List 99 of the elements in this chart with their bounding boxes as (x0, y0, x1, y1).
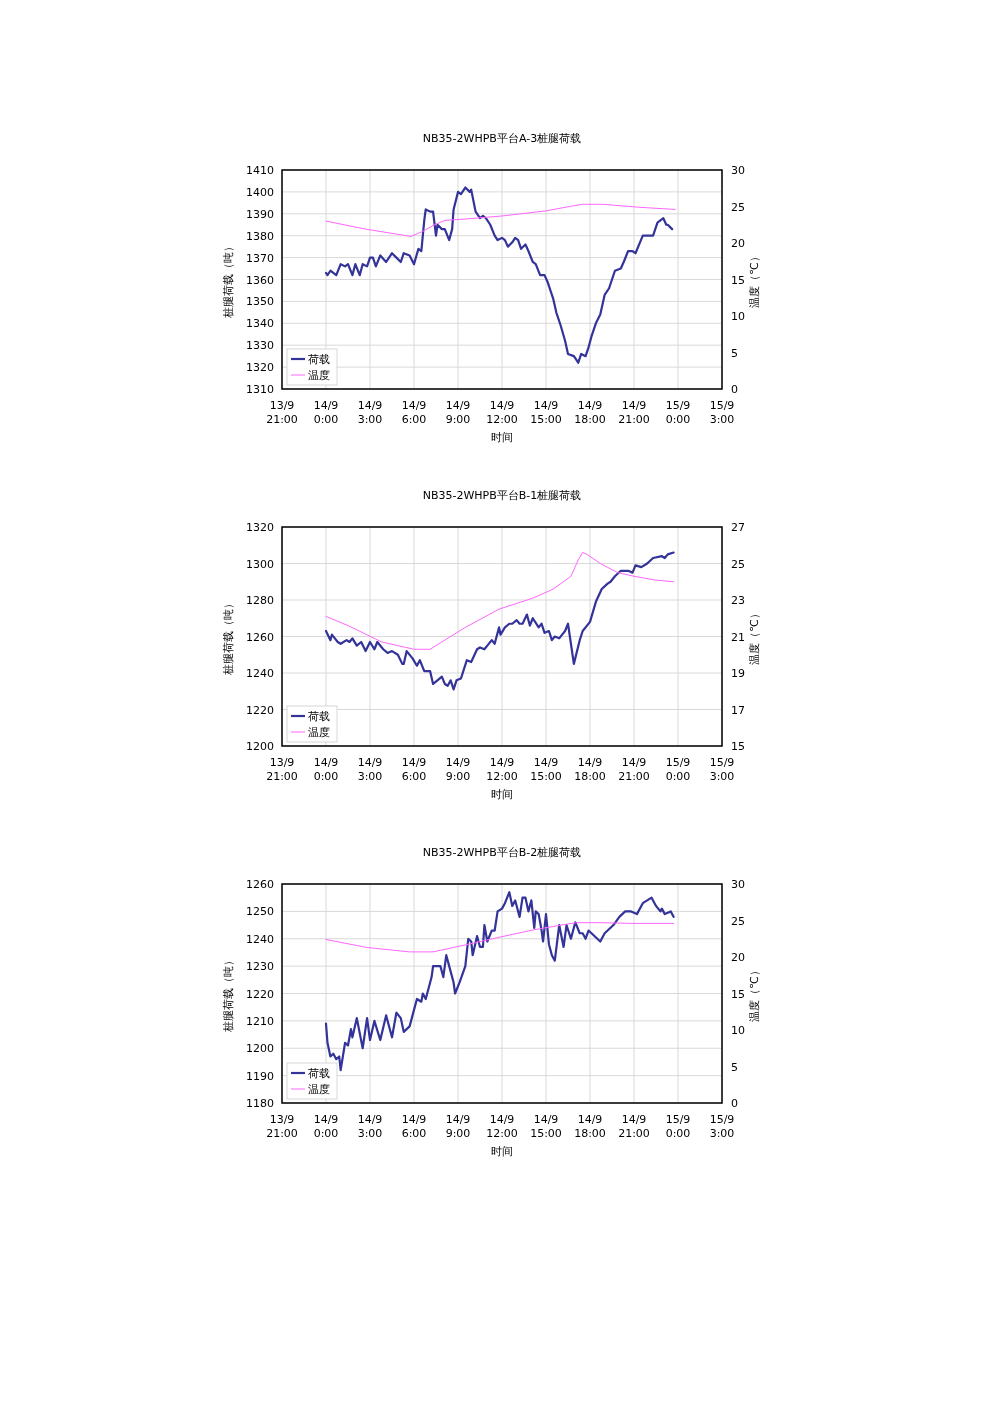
y-tick-label: 1350 (246, 295, 274, 309)
y2-axis-title: 温度（℃） (748, 251, 761, 308)
y2-tick-label: 10 (731, 310, 745, 323)
x-tick-label: 14/9 12:00 (486, 399, 518, 426)
x-tick-label: 14/9 21:00 (618, 756, 650, 783)
y2-tick-label: 15 (731, 273, 745, 287)
x-tick-label: 13/9 21:00 (266, 1113, 298, 1140)
y2-tick-label: 27 (731, 521, 745, 534)
y2-tick-label: 0 (731, 383, 738, 396)
y-tick-label: 1320 (246, 521, 274, 534)
x-tick-label: 13/9 21:00 (266, 756, 298, 783)
x-tick-label: 14/9 15:00 (530, 1113, 562, 1140)
legend-label: 荷载 (308, 1067, 330, 1080)
x-tick-label: 15/9 3:00 (709, 756, 735, 783)
y2-tick-label: 30 (731, 878, 745, 891)
y2-tick-label: 20 (731, 951, 745, 964)
y-tick-label: 1260 (246, 630, 274, 644)
y-tick-label: 1370 (246, 251, 274, 265)
x-tick-label: 15/9 3:00 (709, 399, 735, 426)
x-tick-label: 14/9 21:00 (618, 1113, 650, 1140)
y-axis-title: 桩腿荷载（吨） (222, 598, 235, 676)
y2-tick-label: 25 (731, 914, 745, 928)
y2-tick-label: 17 (731, 703, 745, 717)
y2-tick-label: 23 (731, 594, 745, 607)
x-tick-label: 14/9 21:00 (618, 399, 650, 426)
y-tick-label: 1410 (246, 164, 274, 177)
x-tick-label: 15/9 0:00 (665, 1113, 691, 1140)
x-tick-label: 14/9 6:00 (401, 756, 427, 783)
x-tick-label: 14/9 3:00 (357, 756, 383, 783)
x-tick-label: 14/9 15:00 (530, 399, 562, 426)
chart-title: NB35-2WHPB平台B-2桩腿荷载 (422, 846, 582, 859)
y-tick-label: 1240 (246, 932, 274, 946)
y2-tick-label: 20 (731, 237, 745, 250)
y2-tick-label: 19 (731, 667, 745, 680)
y-tick-label: 1330 (246, 339, 274, 353)
y2-tick-label: 15 (731, 740, 745, 753)
x-tick-label: 14/9 18:00 (574, 1113, 606, 1140)
x-tick-label: 14/9 0:00 (313, 399, 339, 426)
x-tick-label: 14/9 15:00 (530, 756, 562, 783)
chart-title: NB35-2WHPB平台B-1桩腿荷载 (422, 489, 582, 502)
y-tick-label: 1380 (246, 229, 274, 243)
x-tick-label: 14/9 12:00 (486, 756, 518, 783)
x-tick-label: 14/9 9:00 (445, 399, 471, 426)
x-tick-label: 14/9 3:00 (357, 1113, 383, 1140)
y-tick-label: 1340 (246, 317, 274, 331)
chart-title: NB35-2WHPB平台A-3桩腿荷载 (422, 132, 582, 145)
y-tick-label: 1310 (246, 383, 274, 396)
y-tick-label: 1240 (246, 667, 274, 680)
y-tick-label: 1250 (246, 905, 274, 919)
y2-tick-label: 10 (731, 1024, 745, 1037)
y-tick-label: 1220 (246, 703, 274, 717)
y-tick-label: 1260 (246, 878, 274, 891)
y2-tick-label: 30 (731, 164, 745, 177)
y-tick-label: 1320 (246, 361, 274, 375)
y-tick-label: 1300 (246, 557, 274, 571)
y2-tick-label: 21 (731, 630, 745, 644)
y-tick-label: 1180 (246, 1097, 274, 1110)
x-axis-title: 时间 (491, 788, 513, 801)
y-tick-label: 1400 (246, 185, 274, 199)
y-tick-label: 1220 (246, 987, 274, 1001)
y-tick-label: 1360 (246, 273, 274, 287)
x-tick-label: 14/9 3:00 (357, 399, 383, 426)
legend-label: 荷载 (308, 710, 330, 723)
legend-label: 荷载 (308, 353, 330, 366)
x-tick-label: 15/9 3:00 (709, 1113, 735, 1140)
y-tick-label: 1210 (246, 1014, 274, 1028)
x-tick-label: 15/9 0:00 (665, 756, 691, 783)
x-tick-label: 14/9 9:00 (445, 756, 471, 783)
x-tick-label: 14/9 18:00 (574, 399, 606, 426)
y2-axis-title: 温度（℃） (748, 965, 761, 1022)
y2-axis-title: 温度（℃） (748, 608, 761, 665)
x-tick-label: 14/9 6:00 (401, 399, 427, 426)
x-tick-label: 14/9 18:00 (574, 756, 606, 783)
y-tick-label: 1200 (246, 1042, 274, 1056)
y2-tick-label: 0 (731, 1097, 738, 1110)
x-tick-label: 14/9 0:00 (313, 756, 339, 783)
x-tick-label: 14/9 0:00 (313, 1113, 339, 1140)
y-axis-title: 桩腿荷载（吨） (222, 955, 235, 1033)
legend-label: 温度 (308, 726, 330, 739)
y-tick-label: 1390 (246, 207, 274, 221)
y2-tick-label: 15 (731, 987, 745, 1001)
x-axis-title: 时间 (491, 431, 513, 444)
y2-tick-label: 25 (731, 557, 745, 571)
x-tick-label: 14/9 9:00 (445, 1113, 471, 1140)
legend-label: 温度 (308, 1083, 330, 1096)
y-tick-label: 1200 (246, 740, 274, 753)
x-tick-label: 14/9 12:00 (486, 1113, 518, 1140)
y2-tick-label: 25 (731, 200, 745, 214)
y-tick-label: 1230 (246, 960, 274, 974)
legend-label: 温度 (308, 369, 330, 382)
y-tick-label: 1280 (246, 594, 274, 607)
y2-tick-label: 5 (731, 1060, 738, 1074)
y-axis-title: 桩腿荷载（吨） (222, 241, 235, 319)
x-axis-title: 时间 (491, 1145, 513, 1158)
y2-tick-label: 5 (731, 346, 738, 360)
x-tick-label: 14/9 6:00 (401, 1113, 427, 1140)
y-tick-label: 1190 (246, 1069, 274, 1083)
x-tick-label: 13/9 21:00 (266, 399, 298, 426)
x-tick-label: 15/9 0:00 (665, 399, 691, 426)
